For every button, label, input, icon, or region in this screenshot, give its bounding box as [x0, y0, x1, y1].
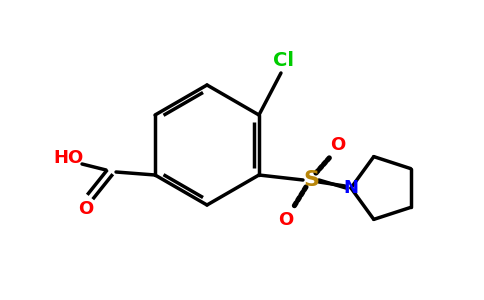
Text: O: O — [78, 200, 94, 218]
Text: S: S — [303, 170, 319, 190]
Text: Cl: Cl — [273, 50, 294, 70]
Text: O: O — [278, 211, 294, 229]
Text: O: O — [331, 136, 346, 154]
Text: HO: HO — [53, 149, 83, 167]
Text: N: N — [344, 179, 359, 197]
